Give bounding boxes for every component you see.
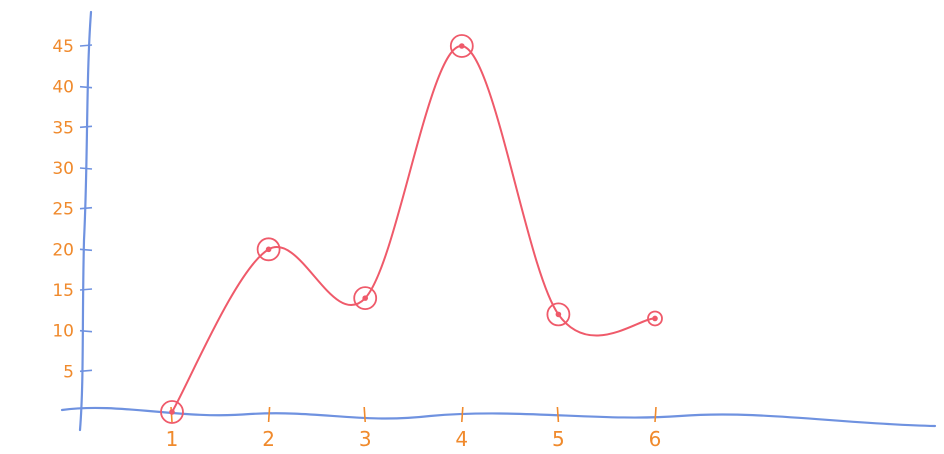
y-tick-mark bbox=[79, 44, 93, 47]
x-tick-mark bbox=[267, 406, 271, 423]
x-tick-mark bbox=[461, 406, 464, 423]
y-tick-label: 5 bbox=[63, 362, 74, 382]
y-tick-mark bbox=[79, 329, 93, 333]
x-tick-label: 3 bbox=[359, 427, 372, 451]
series-line bbox=[171, 44, 656, 413]
data-point bbox=[353, 286, 378, 311]
x-tick-label: 2 bbox=[262, 427, 275, 451]
y-tick-label: 15 bbox=[52, 281, 74, 301]
data-point-ring bbox=[647, 310, 663, 327]
y-tick-label: 20 bbox=[52, 240, 74, 260]
x-tick-label: 6 bbox=[649, 427, 662, 451]
data-point-dot bbox=[555, 311, 562, 318]
data-point-ring bbox=[160, 400, 184, 424]
x-tick-label: 1 bbox=[166, 427, 179, 451]
data-point bbox=[160, 400, 184, 424]
y-tick-mark bbox=[79, 248, 93, 252]
y-tick-label: 35 bbox=[52, 118, 74, 138]
data-point-dot bbox=[265, 246, 272, 253]
y-tick-label: 30 bbox=[52, 159, 74, 179]
y-axis bbox=[78, 10, 93, 432]
y-tick-label: 45 bbox=[52, 37, 74, 57]
data-point-ring bbox=[449, 34, 474, 58]
data-point-ring bbox=[353, 286, 378, 311]
x-tick-mark bbox=[363, 406, 366, 423]
x-tick-label: 4 bbox=[455, 427, 468, 451]
y-tick-label: 40 bbox=[52, 78, 74, 98]
x-tick-mark bbox=[556, 406, 560, 423]
data-point-dot bbox=[459, 43, 465, 49]
x-tick-label: 5 bbox=[552, 427, 565, 451]
x-axis bbox=[60, 406, 937, 428]
data-point-ring bbox=[256, 237, 281, 262]
x-tick-mark bbox=[654, 406, 657, 423]
data-point bbox=[647, 310, 663, 327]
y-tick-mark bbox=[79, 288, 93, 291]
data-point bbox=[546, 302, 571, 327]
y-tick-mark bbox=[79, 85, 93, 89]
data-point-dot bbox=[362, 295, 369, 301]
data-point-dot bbox=[169, 409, 175, 415]
data-point-ring bbox=[546, 302, 571, 327]
y-axis-ticks: 5 10 15 20 25 30 35 40 45 bbox=[52, 37, 93, 382]
data-point bbox=[256, 237, 281, 262]
y-tick-mark bbox=[79, 206, 93, 210]
y-tick-mark bbox=[79, 125, 93, 129]
y-tick-mark bbox=[79, 369, 93, 373]
y-tick-mark bbox=[79, 167, 93, 170]
y-tick-label: 25 bbox=[52, 200, 74, 220]
y-tick-label: 10 bbox=[52, 322, 74, 342]
data-points bbox=[160, 34, 663, 424]
data-point-dot bbox=[652, 315, 658, 322]
data-point bbox=[449, 34, 474, 58]
